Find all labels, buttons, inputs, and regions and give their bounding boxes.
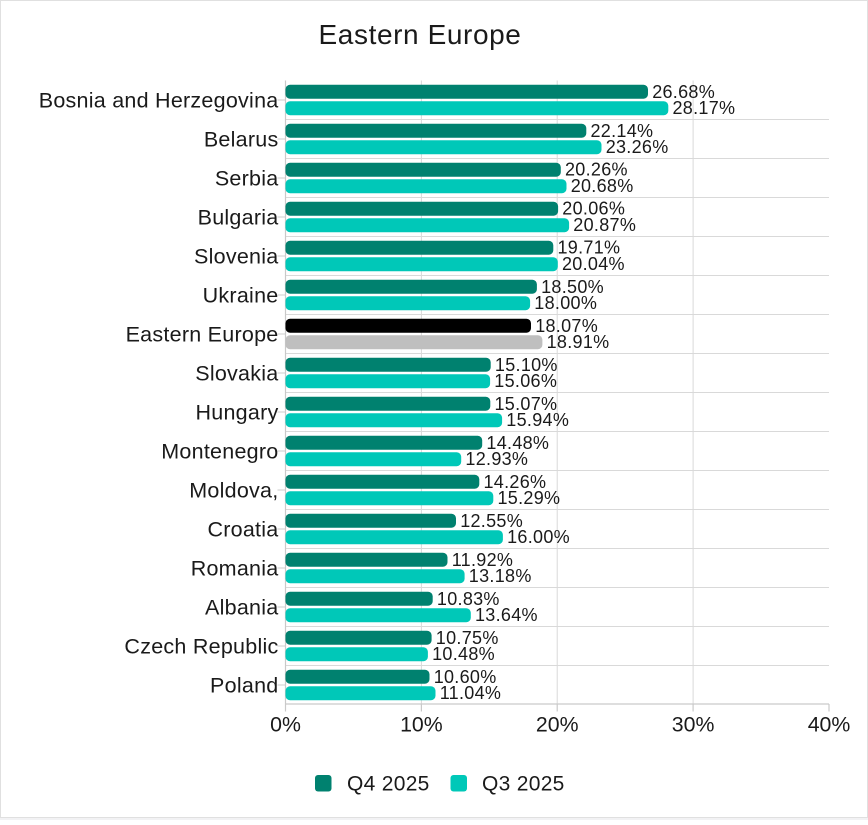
svg-text:18.07%: 18.07%: [535, 316, 598, 336]
svg-text:Slovenia: Slovenia: [194, 245, 278, 269]
svg-text:Moldova,: Moldova,: [189, 479, 278, 503]
svg-text:Montenegro: Montenegro: [161, 440, 278, 464]
svg-text:20.68%: 20.68%: [571, 176, 634, 196]
svg-text:18.91%: 18.91%: [547, 332, 610, 352]
svg-text:Serbia: Serbia: [215, 167, 279, 191]
svg-text:20.26%: 20.26%: [565, 160, 628, 180]
svg-text:20.87%: 20.87%: [573, 215, 636, 235]
svg-text:0%: 0%: [270, 712, 301, 736]
svg-text:Eastern Europe: Eastern Europe: [126, 323, 279, 347]
svg-text:16.00%: 16.00%: [507, 527, 570, 547]
svg-text:Slovakia: Slovakia: [195, 362, 278, 386]
svg-text:40%: 40%: [808, 712, 851, 736]
svg-text:10%: 10%: [400, 712, 443, 736]
svg-text:Albania: Albania: [205, 596, 278, 620]
svg-text:20.04%: 20.04%: [562, 254, 625, 274]
svg-text:20%: 20%: [536, 712, 579, 736]
svg-text:Eastern Europe: Eastern Europe: [319, 19, 522, 50]
svg-text:Q3 2025: Q3 2025: [482, 773, 565, 796]
svg-text:12.55%: 12.55%: [460, 511, 523, 531]
svg-text:14.48%: 14.48%: [486, 433, 549, 453]
svg-text:15.06%: 15.06%: [494, 371, 557, 391]
svg-text:14.26%: 14.26%: [484, 472, 547, 492]
svg-text:15.94%: 15.94%: [506, 410, 569, 430]
svg-text:15.07%: 15.07%: [495, 394, 558, 414]
svg-text:28.17%: 28.17%: [673, 98, 736, 118]
svg-text:Belarus: Belarus: [204, 128, 279, 152]
svg-text:Croatia: Croatia: [207, 518, 278, 542]
svg-text:13.18%: 13.18%: [469, 566, 532, 586]
svg-text:10.83%: 10.83%: [437, 589, 500, 609]
svg-text:20.06%: 20.06%: [562, 199, 625, 219]
svg-text:Bulgaria: Bulgaria: [198, 206, 279, 230]
svg-text:19.71%: 19.71%: [558, 238, 621, 258]
svg-text:15.10%: 15.10%: [495, 355, 558, 375]
svg-text:10.48%: 10.48%: [432, 644, 495, 664]
svg-text:10.60%: 10.60%: [434, 667, 497, 687]
svg-text:30%: 30%: [672, 712, 715, 736]
svg-text:Czech Republic: Czech Republic: [124, 635, 278, 659]
svg-text:Hungary: Hungary: [195, 401, 278, 425]
svg-text:13.64%: 13.64%: [475, 605, 538, 625]
svg-text:10.75%: 10.75%: [436, 628, 499, 648]
svg-text:22.14%: 22.14%: [591, 121, 654, 141]
svg-text:26.68%: 26.68%: [652, 82, 715, 102]
svg-text:Poland: Poland: [210, 674, 278, 698]
svg-text:18.00%: 18.00%: [534, 293, 597, 313]
svg-text:23.26%: 23.26%: [606, 137, 669, 157]
svg-text:11.04%: 11.04%: [440, 683, 502, 703]
svg-text:Ukraine: Ukraine: [203, 284, 279, 308]
svg-text:Q4 2025: Q4 2025: [347, 773, 430, 796]
svg-text:Bosnia and Herzegovina: Bosnia and Herzegovina: [39, 89, 279, 113]
svg-text:11.92%: 11.92%: [452, 550, 514, 570]
svg-text:15.29%: 15.29%: [498, 488, 561, 508]
svg-text:18.50%: 18.50%: [541, 277, 604, 297]
svg-text:12.93%: 12.93%: [465, 449, 528, 469]
svg-text:Romania: Romania: [191, 557, 279, 581]
